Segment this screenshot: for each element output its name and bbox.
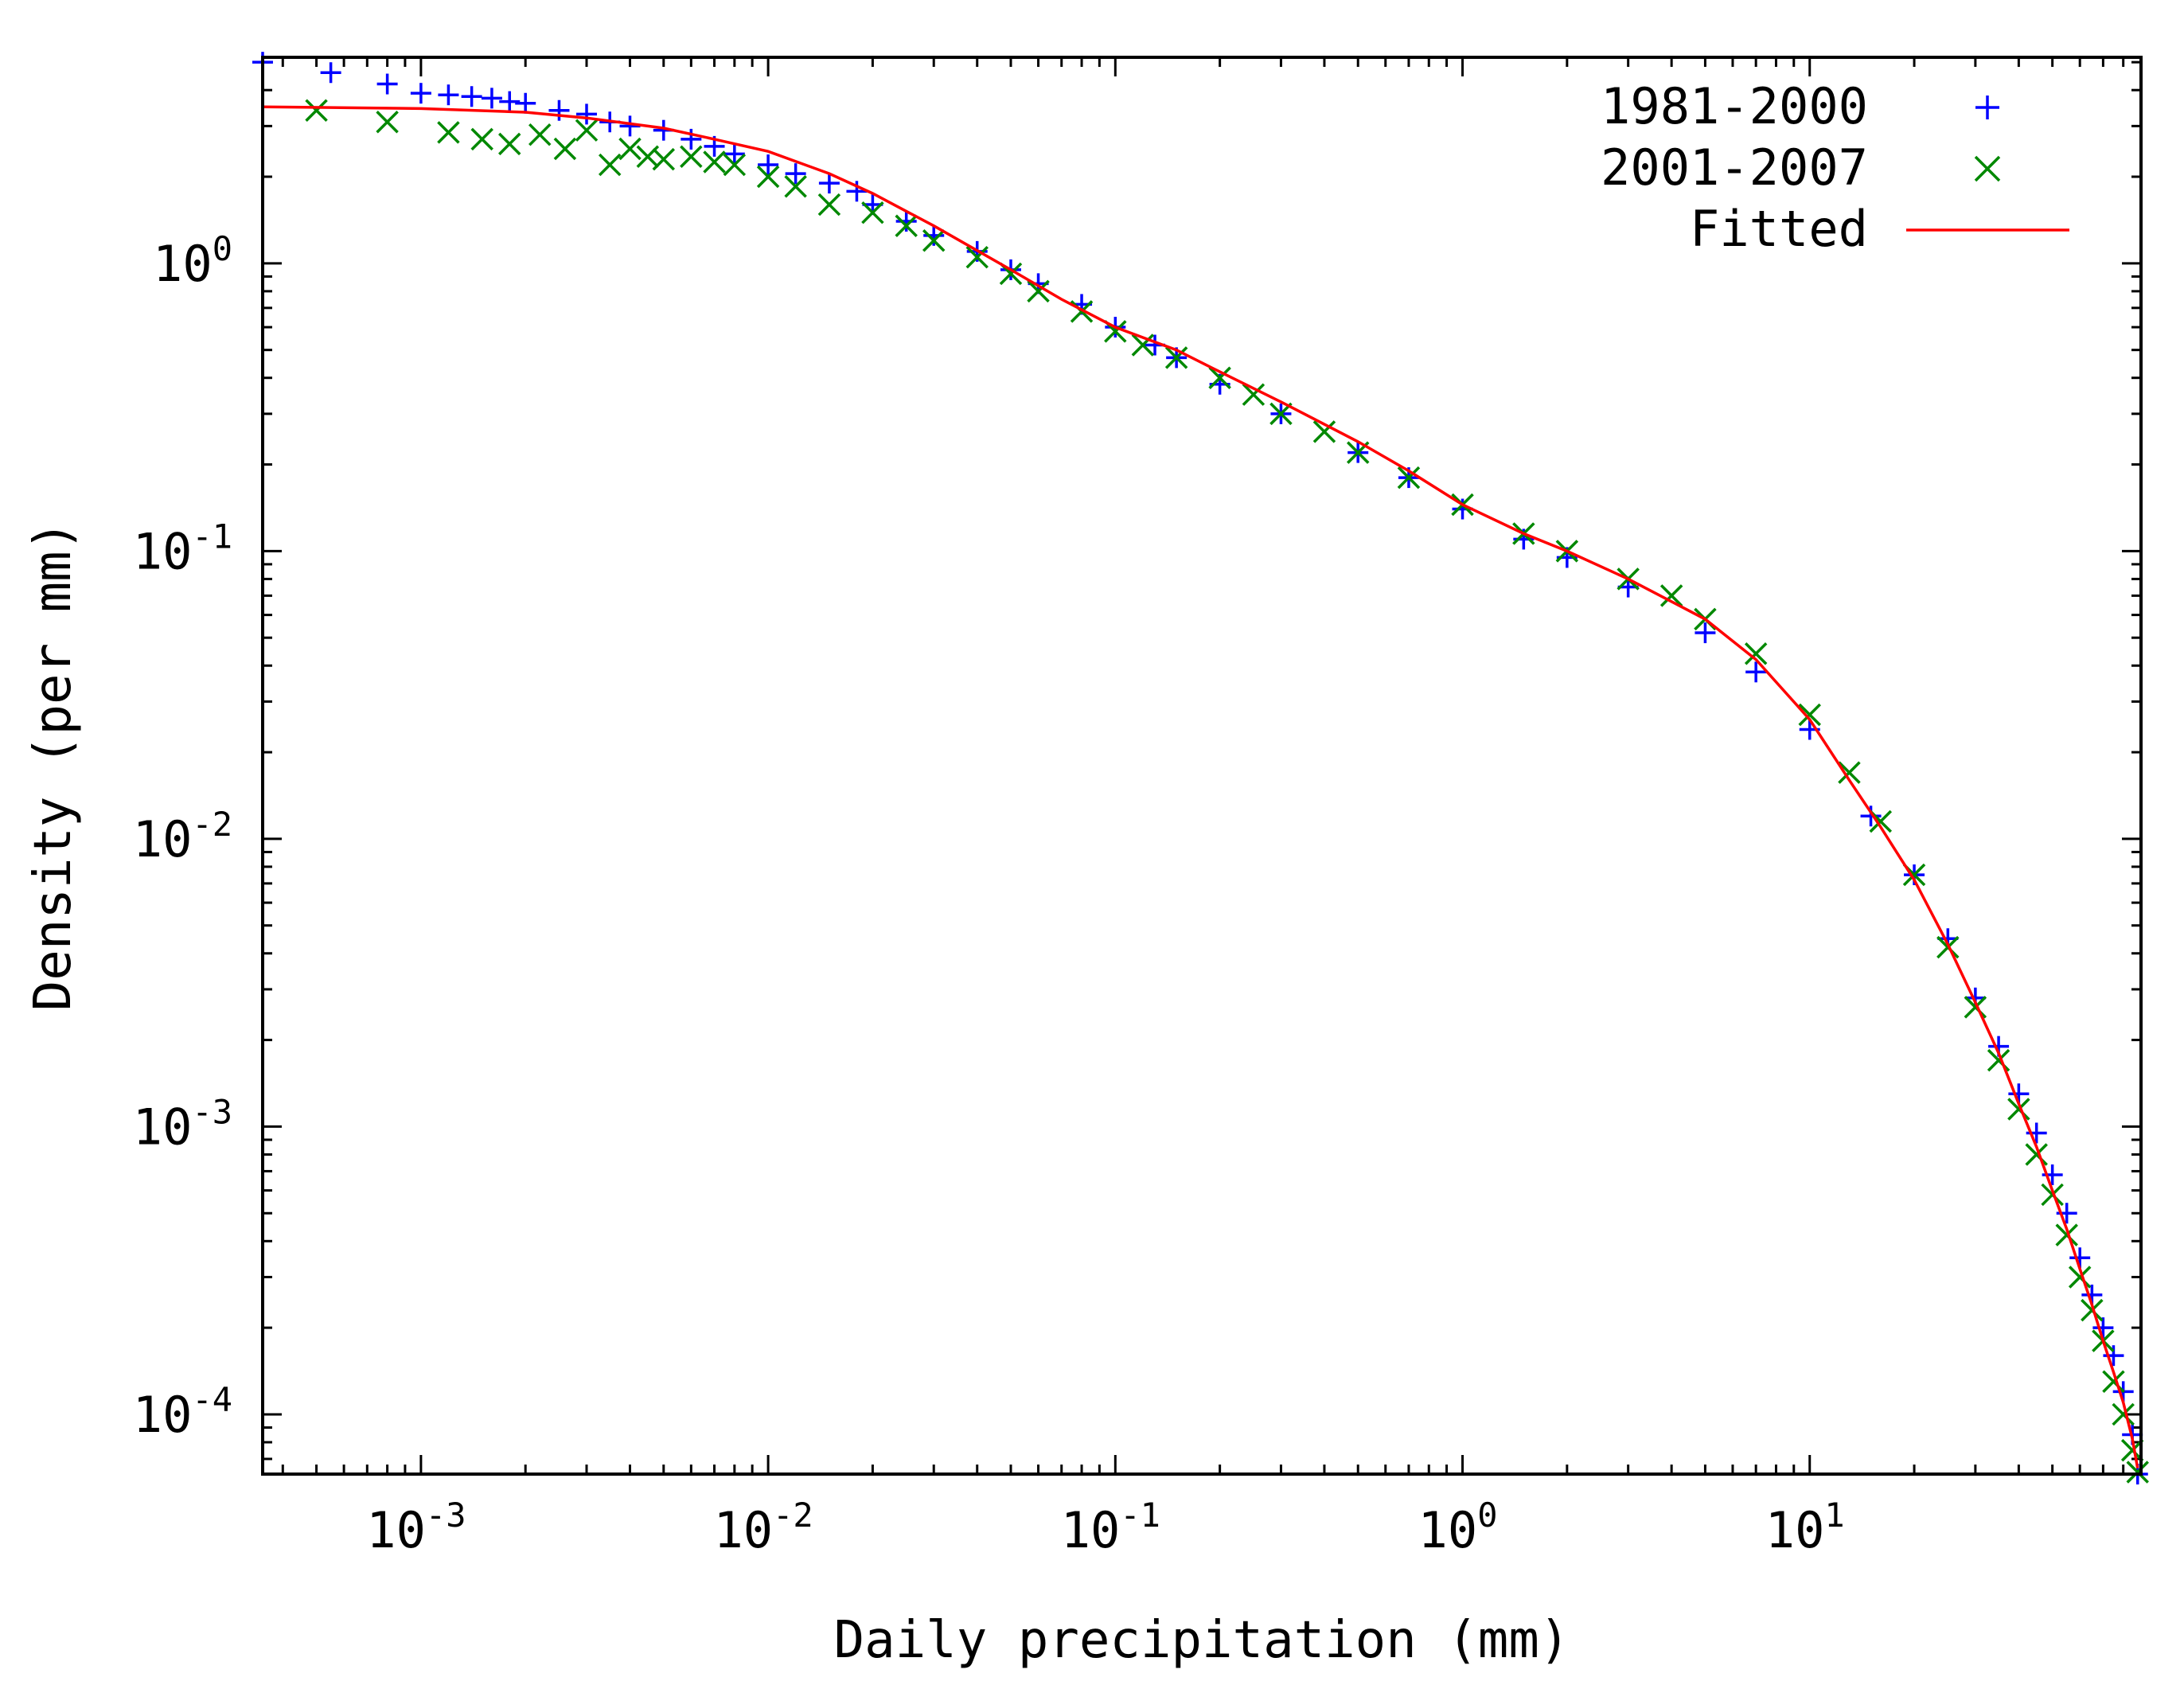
data-point [846,181,868,202]
data-point [2092,1317,2114,1339]
x-tick-label: 10-3 [366,1496,466,1559]
y-tick-label: 10-1 [133,517,232,580]
data-point [818,173,840,194]
data-point [756,165,780,189]
data-point [2055,1223,2078,1246]
data-point [305,99,328,122]
x-tick-label: 100 [1418,1496,1498,1559]
x-tick-label: 10-1 [1061,1496,1160,1559]
data-point [1695,622,1716,644]
x-axis-title: Daily precipitation (mm) [834,1611,1570,1670]
data-point [2025,1143,2048,1166]
data-point [461,86,482,107]
data-point [1798,703,1821,727]
data-point [376,73,398,95]
data-point [548,99,570,121]
x-tick-labels: 10-3 10-2 10-1 100 101 [366,1496,1844,1559]
data-point [576,103,598,125]
data-point [598,153,622,177]
y-tick-label: 100 [153,229,232,293]
data-point [2081,1298,2104,1322]
data-point [481,88,502,109]
legend-marker-swatch [1975,96,1999,119]
data-point [895,214,918,237]
data-point [1659,584,1683,607]
x-tick-label: 101 [1765,1496,1845,1559]
data-point [1312,420,1336,443]
data-point [2041,1183,2064,1207]
data-point [320,62,341,84]
data-point [652,147,676,171]
data-point [1744,642,1768,665]
data-point [2102,1370,2125,1393]
data-point [2007,1098,2030,1121]
data-point [619,115,641,137]
data-point [1027,279,1050,303]
axis-ticks [263,57,2143,1474]
data-point [498,132,521,156]
data-point [575,119,599,142]
data-point [1745,661,1767,683]
data-point [1860,805,1882,827]
data-point [895,211,917,232]
data-point [2120,1438,2144,1462]
data-point [618,137,642,161]
data-point [528,123,552,146]
data-point [1964,996,1987,1019]
data-point [1838,761,1861,784]
data-point [681,128,702,150]
x-tick-label: 10-2 [713,1496,813,1559]
data-point [2112,1402,2135,1426]
data-point [499,91,521,112]
data-point [680,145,703,168]
data-point [723,143,745,165]
legend-label: Fitted [1690,200,1868,258]
y-tick-labels: 10-4 10-3 10-2 10-1 100 [133,229,232,1444]
data-point [703,150,726,174]
data-point [861,201,884,224]
data-point [817,193,841,216]
fitted-curve [262,105,2139,1469]
data-point [410,83,431,104]
data-point [470,127,493,151]
data-point [965,245,989,269]
legend-marker-swatch [1974,155,2001,182]
data-point [438,84,459,106]
data-point [723,153,747,177]
data-point [784,175,807,198]
data-point [1242,383,1266,406]
data-marks [252,52,2149,1484]
data-point [1208,366,1231,389]
data-point [515,92,536,114]
y-tick-label: 10-4 [133,1380,232,1444]
data-point [758,154,779,176]
data-point [1397,466,1421,490]
plot-frame [261,56,2143,1476]
data-point [785,163,806,185]
data-point [553,137,577,161]
y-tick-label: 10-3 [133,1092,232,1156]
data-point [376,110,399,134]
data-point [2068,1266,2092,1289]
data-point [1164,346,1188,369]
data-point [922,228,946,252]
y-tick-label: 10-2 [133,805,232,868]
legend-label: 2001-2007 [1601,138,1868,197]
legend-label: 1981-2000 [1601,77,1868,135]
data-point [923,224,945,246]
data-point [437,121,460,144]
y-axis-title: Density (per mm) [24,521,83,1012]
data-point [1131,334,1155,357]
data-point [2126,1461,2149,1484]
